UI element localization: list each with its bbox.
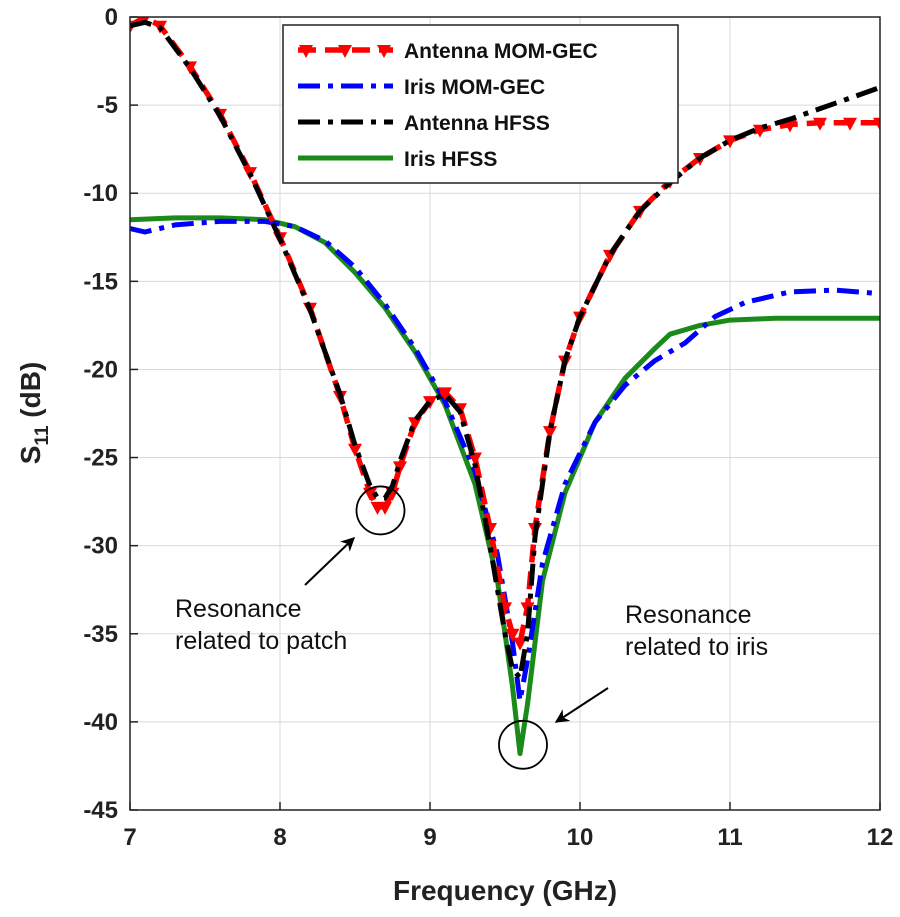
annotation-text: related to patch <box>175 627 347 655</box>
series-marker <box>348 443 362 457</box>
annotation-text: related to iris <box>625 633 768 661</box>
y-tick-label: -25 <box>83 445 118 472</box>
annotation-arrow <box>304 537 356 586</box>
annotation-arrow <box>554 687 609 723</box>
series-marker <box>438 387 452 401</box>
annotation-text: Resonance <box>625 601 751 629</box>
legend-label-1: Iris MOM-GEC <box>404 76 545 99</box>
series-marker <box>873 117 880 131</box>
series-marker <box>378 501 392 515</box>
x-tick-label: 11 <box>717 824 742 851</box>
y-tick-label: 0 <box>105 4 118 31</box>
y-axis-label-main: S <box>15 446 46 465</box>
y-tick-label: -20 <box>83 356 118 383</box>
legend-marker <box>299 45 313 58</box>
legend: Antenna MOM-GEC Iris MOM-GEC Antenna HFSS I… <box>282 24 679 184</box>
x-tick-label: 7 <box>123 824 136 851</box>
series-marker <box>543 426 557 440</box>
series-marker <box>468 452 482 466</box>
annotations: Resonance related to patch Resonance relate… <box>175 485 768 770</box>
y-tick-label: -35 <box>83 621 118 648</box>
y-axis-label-subscript: 11 <box>32 425 53 446</box>
y-tick-label: -45 <box>83 797 118 824</box>
y-tick-label: -10 <box>83 180 118 207</box>
x-axis-label: Frequency (GHz) <box>393 875 617 906</box>
x-tick-label: 9 <box>423 824 436 851</box>
series-layer <box>130 17 880 757</box>
y-axis-label-unit: (dB) <box>15 362 46 426</box>
legend-marker <box>377 45 391 58</box>
series-marker <box>723 135 737 149</box>
x-tick-label: 8 <box>273 824 286 851</box>
series-marker <box>505 628 520 642</box>
legend-label-0: Antenna MOM-GEC <box>404 40 598 63</box>
legend-label-2: Antenna HFSS <box>404 112 550 135</box>
series-line-antenna-hfss <box>130 19 880 681</box>
annotation-circle <box>498 719 548 770</box>
annotation-circle <box>355 485 406 536</box>
y-tick-label: -15 <box>83 268 118 295</box>
x-tick-labels: 7 8 9 10 11 12 <box>123 824 893 851</box>
y-tick-label: -5 <box>97 92 118 119</box>
x-tick-label: 10 <box>567 824 594 851</box>
y-axis-label: S11 (dB) <box>15 362 53 465</box>
y-tick-label: -30 <box>83 533 118 560</box>
plot-frame <box>129 16 881 811</box>
legend-label-3: Iris HFSS <box>404 148 497 171</box>
legend-marker <box>338 45 352 58</box>
series-marker <box>843 117 857 131</box>
series-marker <box>513 637 527 651</box>
annotation-text: Resonance <box>175 595 301 623</box>
y-tick-labels: 0 -5 -10 -15 -20 -25 -30 -35 -40 -45 <box>83 4 118 824</box>
y-tick-label: -40 <box>83 709 118 736</box>
x-tick-label: 12 <box>867 824 894 851</box>
series-marker <box>813 117 827 131</box>
series-marker <box>408 417 422 431</box>
